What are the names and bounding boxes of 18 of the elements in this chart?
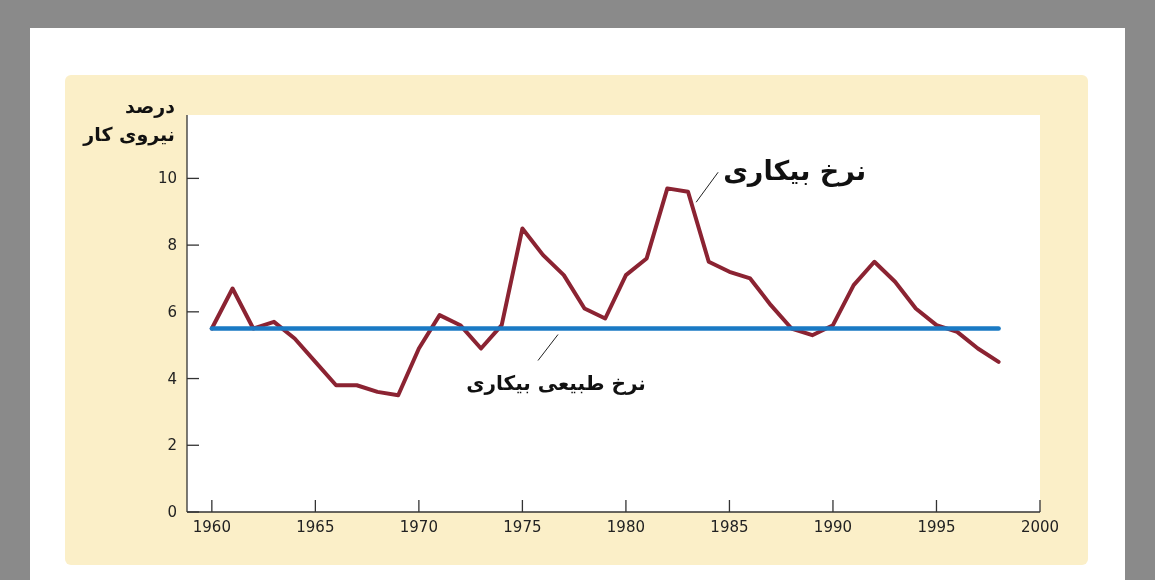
x-tick-label: 1965: [296, 518, 335, 536]
x-tick-label: 1990: [813, 518, 853, 536]
x-tick-label: 1995: [917, 518, 956, 536]
series-label: نرخ بیکاری: [723, 155, 867, 188]
x-tick-label: 1970: [399, 518, 438, 536]
text: نرخ طبیعی بیکاری: [466, 370, 646, 395]
y-axis-title: درصد نیروی کار: [82, 95, 176, 146]
y-tick-label: 4: [167, 369, 177, 388]
x-tick-label: 2000: [1020, 518, 1060, 536]
x-tick-label: 1975: [503, 518, 542, 536]
x-tick-label: 1980: [606, 518, 646, 536]
y-tick-label: 6: [167, 302, 177, 321]
y-tick-label: 2: [167, 436, 177, 455]
y-tick-label: 8: [167, 236, 177, 255]
y-tick-label: 0: [167, 503, 177, 521]
y-tick-label: 10: [157, 169, 177, 188]
x-tick-label: 1960: [192, 518, 231, 536]
x-tick-label: 1985: [710, 518, 749, 536]
